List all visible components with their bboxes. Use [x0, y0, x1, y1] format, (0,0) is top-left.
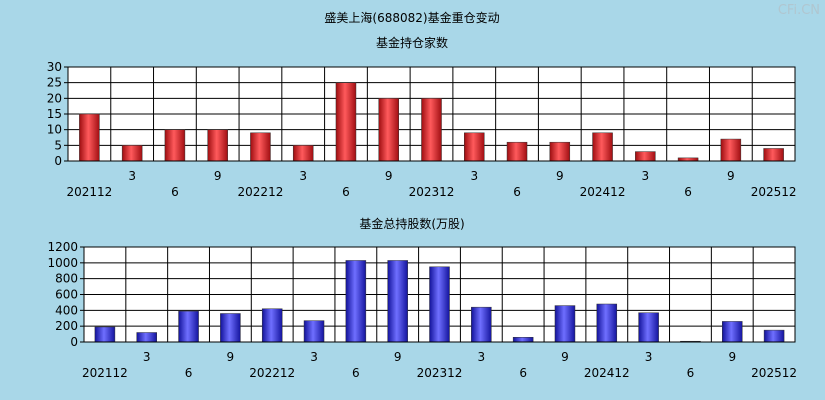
x-tick-label: 9	[214, 169, 222, 183]
x-tick-label: 202312	[417, 366, 463, 380]
x-tick-label: 3	[128, 169, 136, 183]
bar	[512, 337, 534, 343]
bar	[387, 260, 408, 343]
x-tick-label: 3	[642, 169, 650, 183]
plot-border	[67, 66, 796, 162]
x-tick-label: 202312	[409, 185, 455, 199]
bar	[121, 145, 143, 162]
y-tick-label: 0	[70, 335, 78, 349]
x-tick-label: 202212	[249, 366, 295, 380]
y-tick-label: 800	[55, 272, 78, 286]
bar	[421, 98, 442, 162]
page-title: 盛美上海(688082)基金重仓变动	[324, 10, 499, 25]
bar	[378, 98, 399, 162]
x-tick-label: 3	[299, 169, 307, 183]
watermark: CFi.CN	[778, 3, 820, 18]
x-tick-label: 6	[519, 366, 527, 380]
bar	[136, 332, 157, 343]
bar	[720, 138, 742, 162]
bar	[549, 141, 571, 162]
x-tick-label: 9	[561, 350, 569, 364]
x-tick-label: 6	[185, 366, 193, 380]
x-tick-label: 6	[513, 185, 521, 199]
bar	[429, 266, 450, 343]
x-tick-label: 9	[394, 350, 402, 364]
holding-count-chart: 0 510 15 2025 30 202112 3 6 9 202212 3 6 9 202312 3 6 9 2…	[47, 35, 797, 199]
x-tick-label: 6	[684, 185, 692, 199]
x-tick-label: 6	[171, 185, 179, 199]
bar	[94, 326, 116, 343]
chart-title: 基金持仓家数	[376, 35, 448, 50]
x-tick-label: 202412	[580, 185, 626, 199]
bar	[345, 260, 367, 343]
y-tick-label: 200	[55, 319, 78, 333]
x-tick-label: 202512	[751, 185, 797, 199]
y-tick-label: 30	[47, 60, 62, 74]
x-tick-label: 6	[687, 366, 695, 380]
x-tick-label: 202212	[238, 185, 284, 199]
bar	[763, 148, 784, 162]
bar	[261, 308, 283, 343]
y-tick-label: 600	[55, 288, 78, 302]
plot-border	[83, 246, 796, 343]
x-tick-label: 3	[645, 350, 653, 364]
x-tick-label: 3	[143, 350, 151, 364]
bar	[303, 320, 325, 343]
x-tick-label: 6	[342, 185, 350, 199]
bar	[292, 145, 314, 162]
x-tick-label: 3	[310, 350, 318, 364]
bar	[592, 132, 613, 162]
bar	[250, 132, 271, 162]
x-tick-label: 3	[478, 350, 486, 364]
y-tick-label: 400	[55, 303, 78, 317]
x-tick-label: 202112	[82, 366, 128, 380]
x-tick-label: 202112	[66, 185, 112, 199]
x-tick-label: 202412	[584, 366, 630, 380]
x-tick-label: 3	[470, 169, 478, 183]
y-tick-label: 10	[47, 123, 62, 137]
x-tick-label: 9	[227, 350, 235, 364]
bar	[635, 151, 656, 162]
y-tick-label: 1000	[47, 256, 78, 270]
x-tick-label: 6	[352, 366, 360, 380]
x-tick-label: 9	[385, 169, 393, 183]
bar	[722, 321, 743, 343]
bar	[554, 305, 576, 343]
x-tick-label: 9	[728, 350, 736, 364]
chart-title: 基金总持股数(万股)	[359, 216, 464, 231]
y-tick-label: 15	[47, 107, 62, 121]
bar	[207, 129, 228, 162]
bar	[79, 113, 100, 162]
x-tick-label: 9	[556, 169, 564, 183]
bar	[596, 303, 618, 343]
y-tick-label: 1200	[47, 240, 78, 254]
x-tick-label: 9	[727, 169, 735, 183]
bar	[335, 82, 357, 162]
y-tick-label: 0	[54, 154, 62, 168]
bar	[506, 141, 528, 162]
bar	[464, 132, 485, 162]
bar	[471, 306, 492, 343]
y-tick-label: 25	[47, 76, 62, 90]
x-tick-label: 202512	[751, 366, 797, 380]
y-tick-label: 20	[47, 91, 62, 105]
bar	[220, 313, 241, 343]
y-tick-label: 5	[54, 138, 62, 152]
bar	[638, 312, 659, 343]
bar	[763, 329, 785, 343]
bar	[164, 129, 186, 162]
bar	[178, 310, 199, 343]
